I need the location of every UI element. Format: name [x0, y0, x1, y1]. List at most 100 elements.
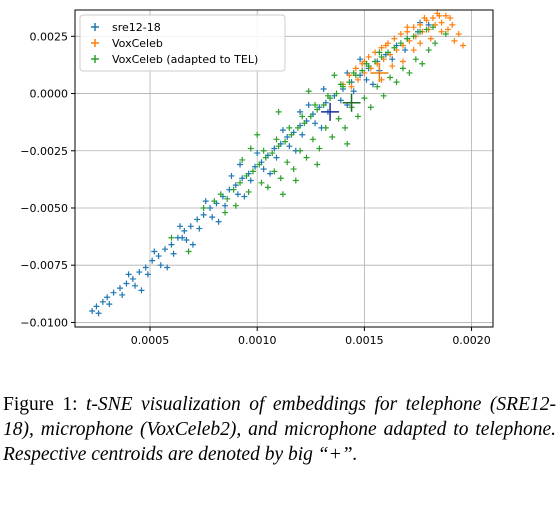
scatter-point: [350, 88, 357, 95]
centroid-marker: [370, 63, 389, 82]
scatter-point: [314, 161, 321, 168]
scatter-point: [305, 88, 312, 95]
scatter-point: [449, 21, 456, 28]
scatter-point: [234, 191, 241, 198]
y-tick-label: −0.0075: [20, 259, 68, 272]
scatter-point: [406, 69, 413, 76]
scatter-point: [378, 53, 385, 60]
scatter-point: [168, 241, 175, 248]
scatter-point: [258, 179, 265, 186]
scatter-point: [455, 31, 462, 38]
scatter-point: [247, 145, 254, 152]
scatter-point: [316, 145, 323, 152]
scatter-point: [207, 204, 214, 211]
scatter-point: [279, 191, 286, 198]
scatter-point: [125, 271, 132, 278]
scatter-point: [417, 40, 424, 47]
scatter-point: [442, 12, 449, 19]
scatter-point: [179, 234, 186, 241]
scatter-point: [260, 166, 267, 173]
figure-caption: Figure 1: t-SNE visualization of embeddi…: [3, 392, 556, 467]
scatter-point: [284, 134, 291, 141]
caption-text: t-SNE visualization of embeddings for te…: [3, 394, 556, 465]
scatter-point: [354, 76, 361, 83]
scatter-point: [421, 15, 428, 22]
legend-label: VoxCeleb: [112, 37, 163, 50]
scatter-point: [230, 186, 237, 193]
scatter-points: [89, 10, 466, 317]
scatter-point: [237, 179, 244, 186]
scatter-point: [429, 15, 436, 22]
x-tick-label: 0.0020: [452, 334, 491, 347]
scatter-point: [110, 289, 117, 296]
scatter-point: [245, 188, 252, 195]
scatter-point: [151, 248, 158, 255]
scatter-point: [254, 131, 261, 138]
scatter-point: [359, 67, 366, 74]
scatter-point: [382, 42, 389, 49]
scatter-point: [142, 264, 149, 271]
scatter-point: [260, 147, 267, 154]
scatter-point: [217, 191, 224, 198]
legend-label: VoxCeleb (adapted to TEL): [112, 53, 258, 66]
scatter-point: [357, 56, 364, 63]
scatter-point: [438, 28, 445, 35]
x-tick-label: 0.0010: [238, 334, 277, 347]
scatter-point: [170, 250, 177, 257]
x-tick-label: 0.0015: [345, 334, 384, 347]
scatter-point: [391, 35, 398, 42]
scatter-point: [348, 83, 355, 90]
scatter-point: [363, 60, 370, 67]
scatter-point: [104, 294, 111, 301]
scatter-point: [369, 81, 376, 88]
scatter-point: [136, 269, 143, 276]
scatter-point: [106, 301, 113, 308]
scatter-point: [363, 76, 370, 83]
scatter-point: [129, 275, 136, 282]
scatter-point: [294, 124, 301, 131]
scatter-point: [346, 72, 353, 79]
scatter-point: [367, 104, 374, 111]
scatter-point: [365, 53, 372, 60]
centroid-marker: [321, 102, 340, 121]
scatter-point: [224, 195, 231, 202]
scatter-point: [459, 42, 466, 49]
scatter-point: [271, 145, 278, 152]
scatter-point: [410, 24, 417, 31]
scatter-point: [312, 120, 319, 127]
scatter-point: [297, 108, 304, 115]
axis-ticks: 0.0005 0.0010 0.0015 0.0020 0.0025 0.0000 −0.0…: [20, 30, 491, 347]
scatter-point: [374, 83, 381, 90]
scatter-point: [185, 248, 192, 255]
scatter-point: [342, 124, 349, 131]
scatter-point: [410, 33, 417, 40]
scatter-point: [164, 264, 171, 271]
scatter-point: [177, 223, 184, 230]
x-tick-label: 0.0005: [131, 334, 170, 347]
scatter-point: [89, 307, 96, 314]
scatter-point: [301, 120, 308, 127]
y-tick-label: 0.0025: [30, 30, 69, 43]
scatter-point: [237, 161, 244, 168]
scatter-point: [232, 182, 239, 189]
scatter-point: [434, 10, 441, 17]
scatter-point: [402, 47, 409, 54]
scatter-point: [393, 79, 400, 86]
scatter-point: [93, 303, 100, 310]
legend-box: [79, 14, 286, 72]
scatter-point: [162, 246, 169, 253]
scatter-point: [194, 216, 201, 223]
scatter-point: [447, 15, 454, 22]
y-tick-label: −0.0025: [20, 145, 68, 158]
scatter-point: [350, 69, 357, 76]
scatter-point: [397, 31, 404, 38]
scatter-point: [314, 106, 321, 113]
scatter-point: [247, 177, 254, 184]
scatter-point: [279, 127, 286, 134]
scatter-point: [215, 218, 222, 225]
scatter-point: [299, 113, 306, 120]
scatter-point: [333, 90, 340, 97]
scatter-point: [404, 35, 411, 42]
scatter-point: [419, 60, 426, 67]
scatter-point: [269, 150, 276, 157]
